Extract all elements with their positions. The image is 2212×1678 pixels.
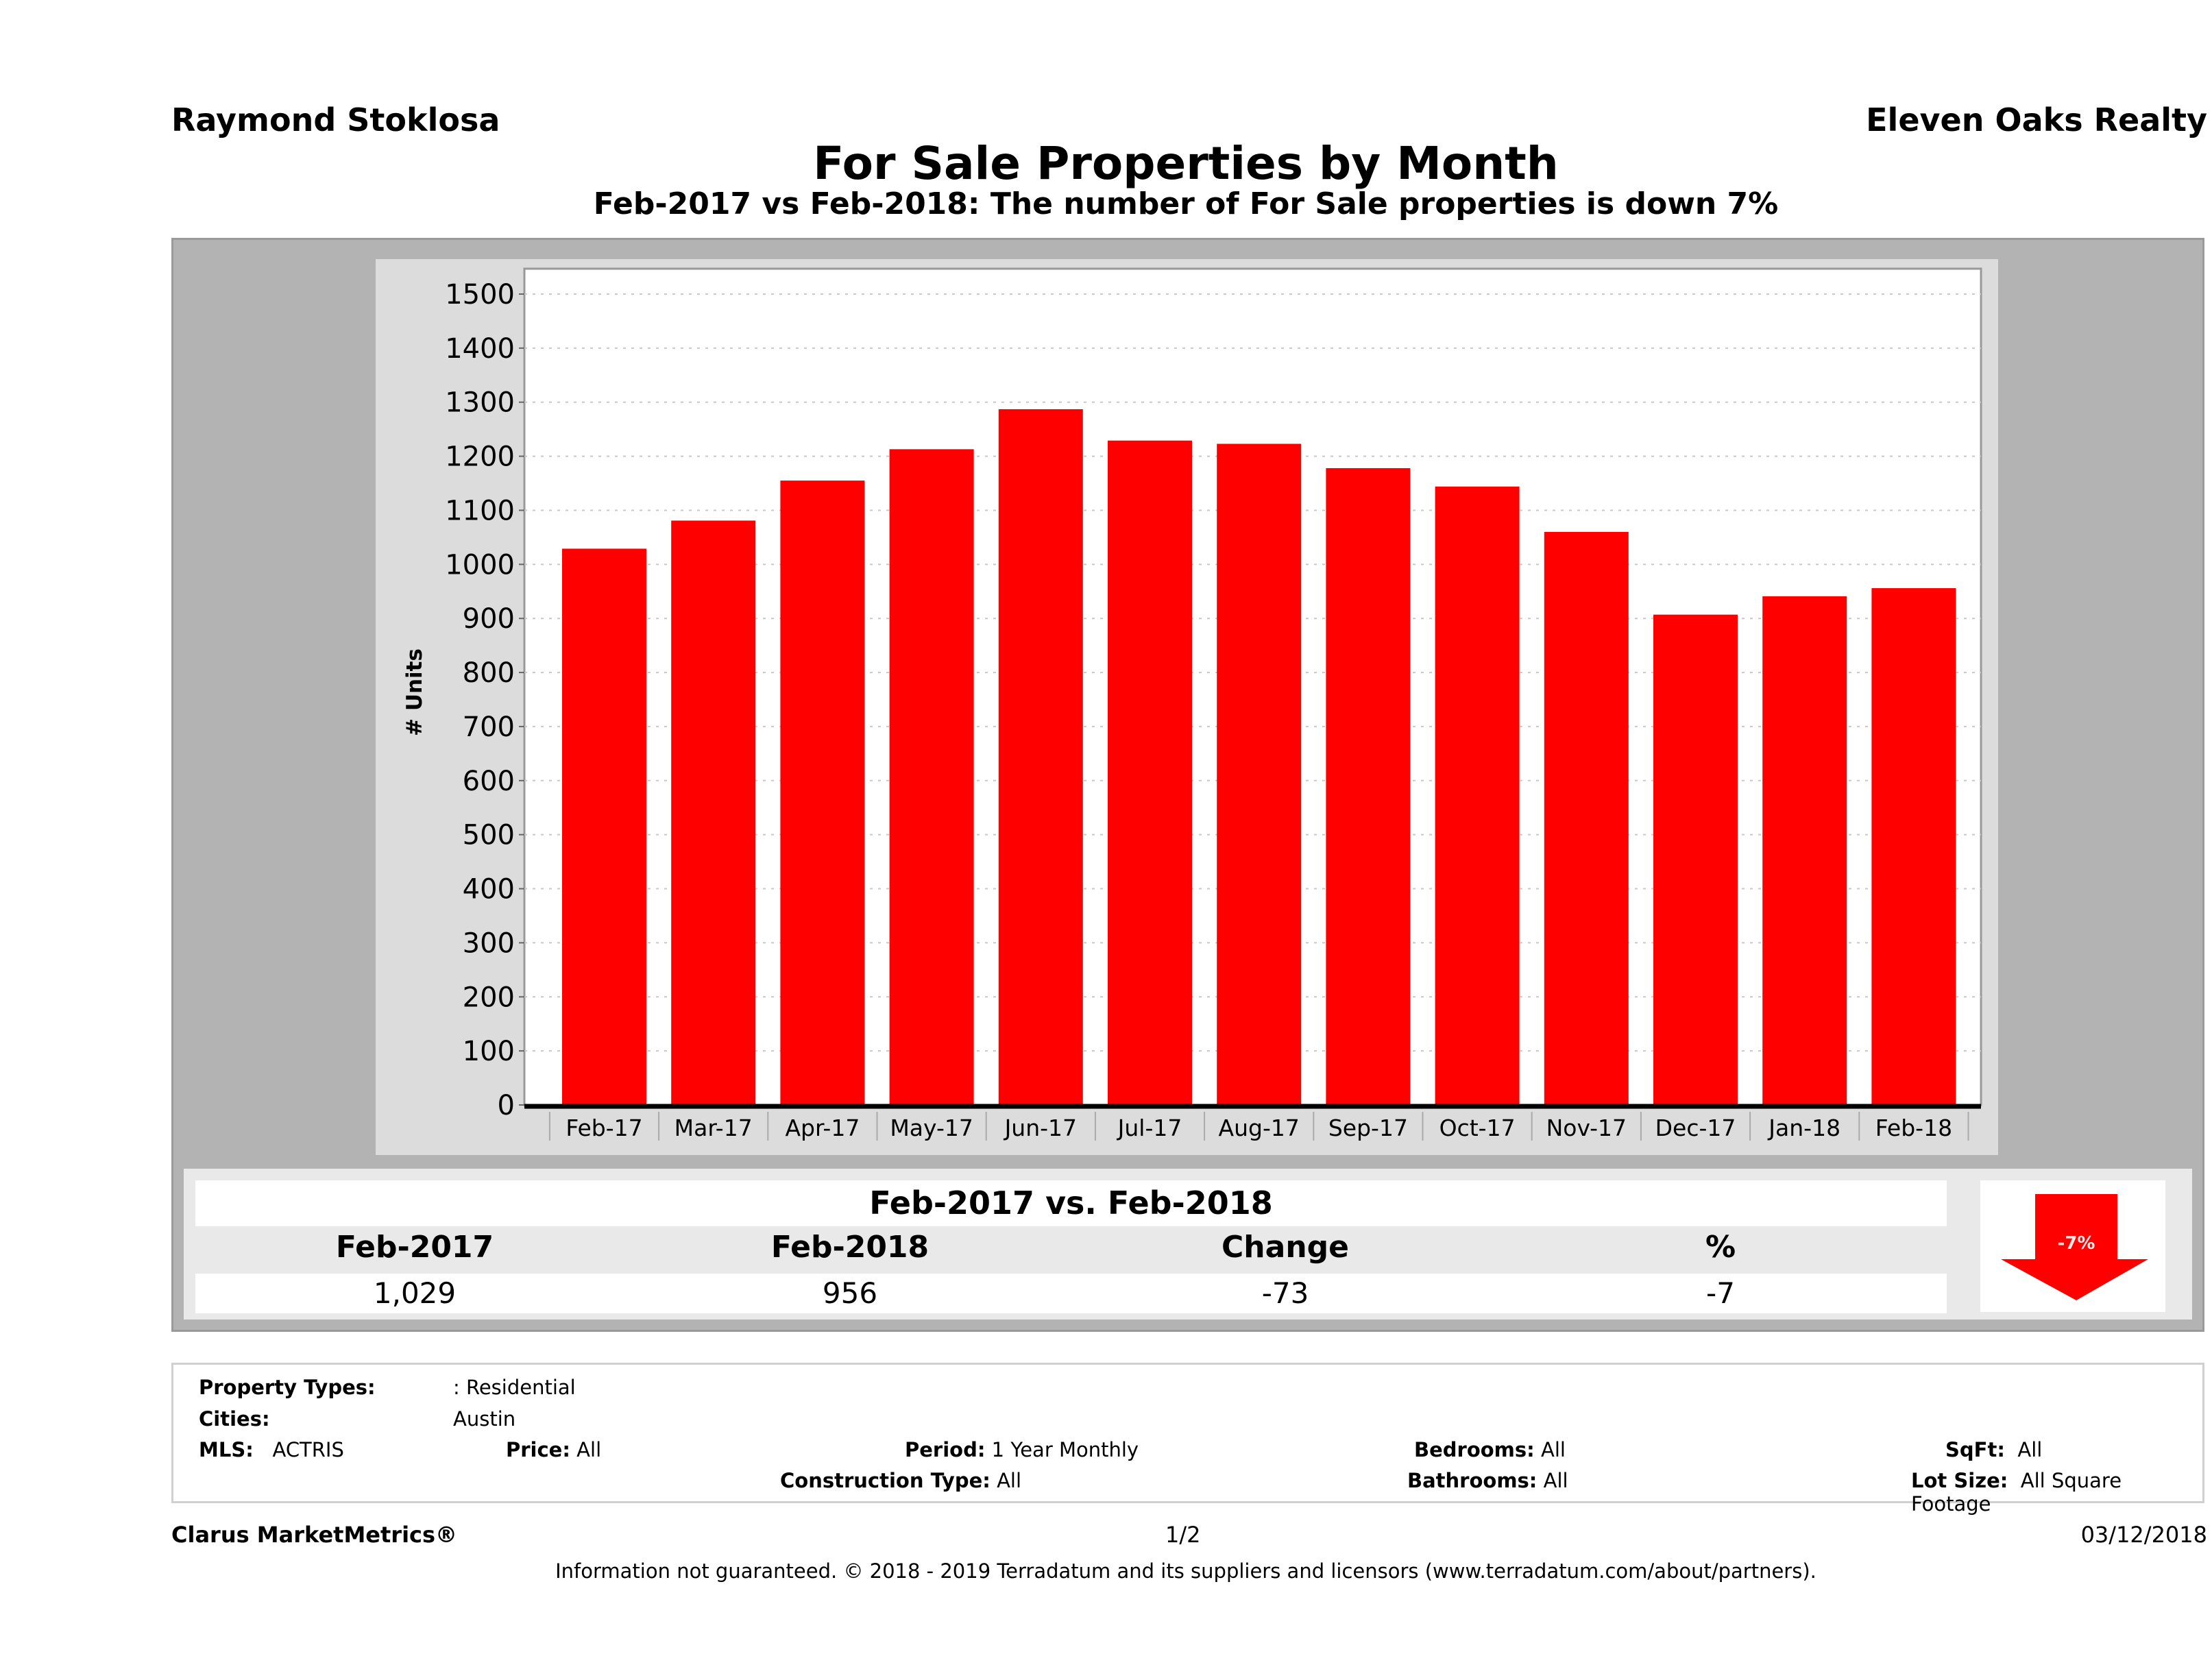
- summary-value-row: 1,029 956 -73 -7: [195, 1274, 1947, 1313]
- summary-header-cell: Feb-2018: [770, 1230, 929, 1265]
- summary-value-cell: 956: [822, 1276, 878, 1310]
- bar-may-17: [889, 449, 974, 1105]
- y-tick-label: 0: [498, 1090, 515, 1121]
- x-tick-label: Feb-17: [566, 1115, 642, 1141]
- x-tick-label: May-17: [890, 1115, 973, 1141]
- bar-feb-18: [1871, 588, 1956, 1105]
- filter-label: Property Types:: [199, 1376, 376, 1399]
- y-tick-label: 400: [463, 874, 515, 905]
- summary-value-cell: 1,029: [373, 1276, 457, 1310]
- x-tick-label: Feb-18: [1875, 1115, 1952, 1141]
- y-tick-label: 100: [463, 1036, 515, 1067]
- filter-value: All: [1540, 1438, 1566, 1461]
- filter-label: Lot Size:: [1911, 1469, 2008, 1492]
- change-indicator: -7%: [1980, 1180, 2165, 1312]
- y-tick-label: 800: [463, 657, 515, 689]
- bar-jun-17: [998, 409, 1083, 1105]
- filter-label: Bathrooms:: [1407, 1469, 1538, 1492]
- filter-value: All Square Footage: [1911, 1469, 2122, 1516]
- agent-name: Raymond Stoklosa: [171, 101, 500, 138]
- bar-aug-17: [1217, 443, 1302, 1105]
- summary-header-cell: Feb-2017: [335, 1230, 494, 1265]
- page-number: 1/2: [1165, 1522, 1201, 1548]
- y-tick-label: 1100: [445, 495, 515, 526]
- filter-value: : Residential: [453, 1376, 576, 1399]
- y-tick-label: 300: [463, 927, 515, 959]
- summary-value-cell: -73: [1261, 1276, 1309, 1310]
- x-tick-label: Nov-17: [1546, 1115, 1627, 1141]
- y-axis-label: # Units: [402, 648, 427, 736]
- x-tick-label: Apr-17: [785, 1115, 860, 1141]
- x-tick-label: Jun-17: [1004, 1115, 1077, 1141]
- y-tick-label: 600: [463, 766, 515, 797]
- filter-label: MLS:: [199, 1438, 254, 1461]
- x-tick-label: Mar-17: [674, 1115, 753, 1141]
- summary-title: Feb-2017 vs. Feb-2018: [195, 1180, 1947, 1226]
- y-tick-label: 1500: [445, 279, 515, 311]
- y-tick-label: 700: [463, 712, 515, 743]
- bar-feb-17: [562, 548, 646, 1105]
- filter-value: Austin: [453, 1407, 516, 1431]
- filter-value: All: [576, 1438, 602, 1461]
- bar-nov-17: [1544, 532, 1629, 1105]
- y-tick-label: 1400: [445, 333, 515, 365]
- bar-jul-17: [1108, 440, 1192, 1105]
- bar-oct-17: [1435, 486, 1520, 1105]
- filter-label: Construction Type:: [780, 1469, 990, 1492]
- filters-panel: Property Types: : Residential Cities: Au…: [171, 1363, 2204, 1516]
- x-tick-label: Dec-17: [1655, 1115, 1736, 1141]
- bar-jan-18: [1762, 596, 1847, 1105]
- x-tick-label: Jan-18: [1767, 1115, 1840, 1141]
- filter-label: SqFt:: [1945, 1438, 2005, 1461]
- summary-header-cell: %: [1705, 1230, 1736, 1265]
- bar-mar-17: [671, 520, 756, 1105]
- filter-value: ACTRIS: [272, 1438, 344, 1461]
- x-tick-label: Oct-17: [1439, 1115, 1516, 1141]
- filter-label: Cities:: [199, 1407, 270, 1431]
- bar-dec-17: [1653, 614, 1738, 1105]
- page-title: For Sale Properties by Month: [813, 137, 1559, 190]
- x-axis-ticks: Feb-17 Mar-17 Apr-17 May-17 Jun-17 Jul-17 Aug-…: [548, 1112, 1969, 1141]
- filter-value: All: [2017, 1438, 2043, 1461]
- filter-value: All: [997, 1469, 1022, 1492]
- filter-label: Price:: [506, 1438, 570, 1461]
- x-tick-label: Jul-17: [1117, 1115, 1182, 1141]
- bar-apr-17: [780, 481, 865, 1105]
- footer-brand: Clarus MarketMetrics®: [171, 1522, 458, 1548]
- summary-header-cell: Change: [1222, 1230, 1349, 1265]
- y-tick-label: 1300: [445, 387, 515, 419]
- disclaimer: Information not guaranteed. © 2018 - 201…: [555, 1559, 1816, 1583]
- report-date: 03/12/2018: [2080, 1522, 2207, 1548]
- bar-sep-17: [1326, 467, 1411, 1105]
- filter-label: Period:: [905, 1438, 986, 1461]
- arrow-percent-label: -7%: [2058, 1233, 2095, 1254]
- filter-value: All: [1543, 1469, 1568, 1492]
- y-tick-label: 200: [463, 982, 515, 1013]
- x-tick-label: Aug-17: [1219, 1115, 1300, 1141]
- x-tick-label: Sep-17: [1328, 1115, 1408, 1141]
- bar-chart: 0 100 200 300 400 500 600 700 800 900 1000 1100 1200…: [402, 267, 1982, 1141]
- y-axis-ticks: 0 100 200 300 400 500 600 700 800 900 1000 1100 1200…: [445, 279, 524, 1121]
- company-name: Eleven Oaks Realty: [1866, 101, 2207, 138]
- filter-value: 1 Year Monthly: [991, 1438, 1139, 1461]
- filter-label: Bedrooms:: [1414, 1438, 1535, 1461]
- page-subtitle: Feb-2017 vs Feb-2018: The number of For …: [593, 186, 1779, 221]
- summary-value-cell: -7: [1706, 1276, 1735, 1310]
- y-tick-label: 1200: [445, 441, 515, 473]
- y-tick-label: 500: [463, 820, 515, 851]
- down-arrow-icon: -7%: [2001, 1194, 2148, 1300]
- bars: [562, 409, 1956, 1105]
- summary-header-row: Feb-2017 Feb-2018 Change %: [195, 1226, 1947, 1269]
- y-tick-label: 900: [463, 603, 515, 635]
- y-tick-label: 1000: [445, 549, 515, 581]
